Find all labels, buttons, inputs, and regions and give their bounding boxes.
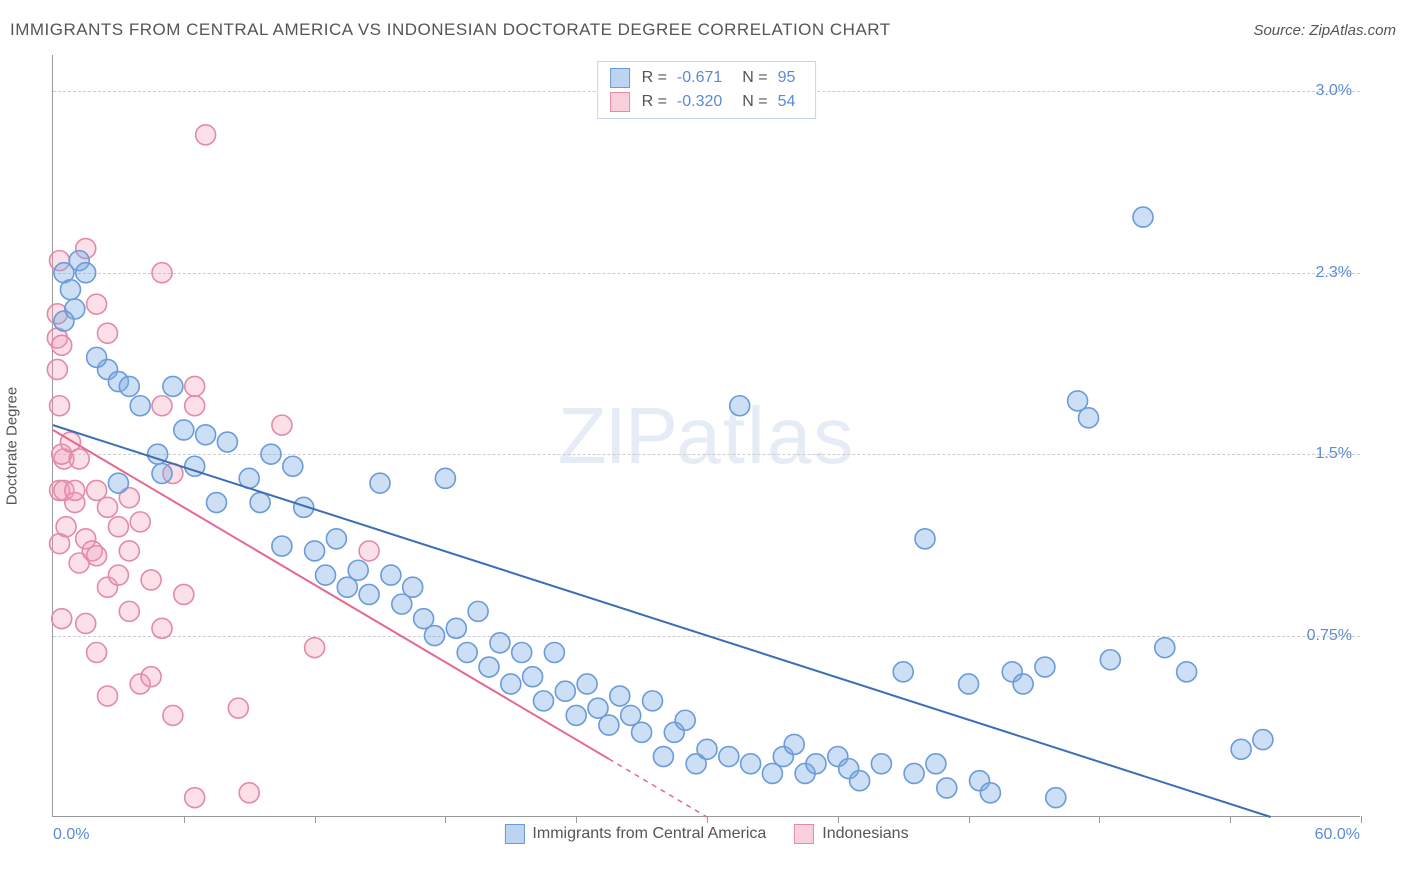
r-label: R = [642, 66, 667, 90]
r-label: R = [642, 90, 667, 114]
blue-n-value: 95 [778, 66, 796, 90]
x-tick [1230, 816, 1231, 823]
x-tick [969, 816, 970, 823]
pink-swatch [794, 824, 814, 844]
blue-swatch [610, 68, 630, 88]
n-label: N = [742, 90, 767, 114]
pink-r-value: -0.320 [677, 90, 722, 114]
x-tick [576, 816, 577, 823]
x-tick [1361, 816, 1362, 823]
chart-area: ZIPatlas 0.75%1.5%2.3%3.0% R = -0.671 N … [52, 55, 1360, 817]
pink-swatch [610, 92, 630, 112]
series-legend: Immigrants from Central America Indonesi… [504, 824, 908, 844]
chart-title: IMMIGRANTS FROM CENTRAL AMERICA VS INDON… [10, 20, 891, 40]
x-tick [707, 816, 708, 823]
scatter-plot [53, 55, 1360, 816]
x-tick [838, 816, 839, 823]
pink-series-label: Indonesians [822, 825, 908, 843]
x-tick [1099, 816, 1100, 823]
x-tick [445, 816, 446, 823]
blue-r-value: -0.671 [677, 66, 722, 90]
blue-series-label: Immigrants from Central America [532, 825, 766, 843]
x-axis-max: 60.0% [1315, 826, 1360, 844]
source-label: Source: ZipAtlas.com [1253, 22, 1396, 39]
x-tick [315, 816, 316, 823]
y-axis-label: Doctorate Degree [4, 387, 21, 505]
blue-swatch [504, 824, 524, 844]
pink-n-value: 54 [778, 90, 796, 114]
correlation-legend: R = -0.671 N = 95 R = -0.320 N = 54 [597, 61, 817, 119]
x-tick [184, 816, 185, 823]
n-label: N = [742, 66, 767, 90]
x-axis-min: 0.0% [53, 826, 89, 844]
